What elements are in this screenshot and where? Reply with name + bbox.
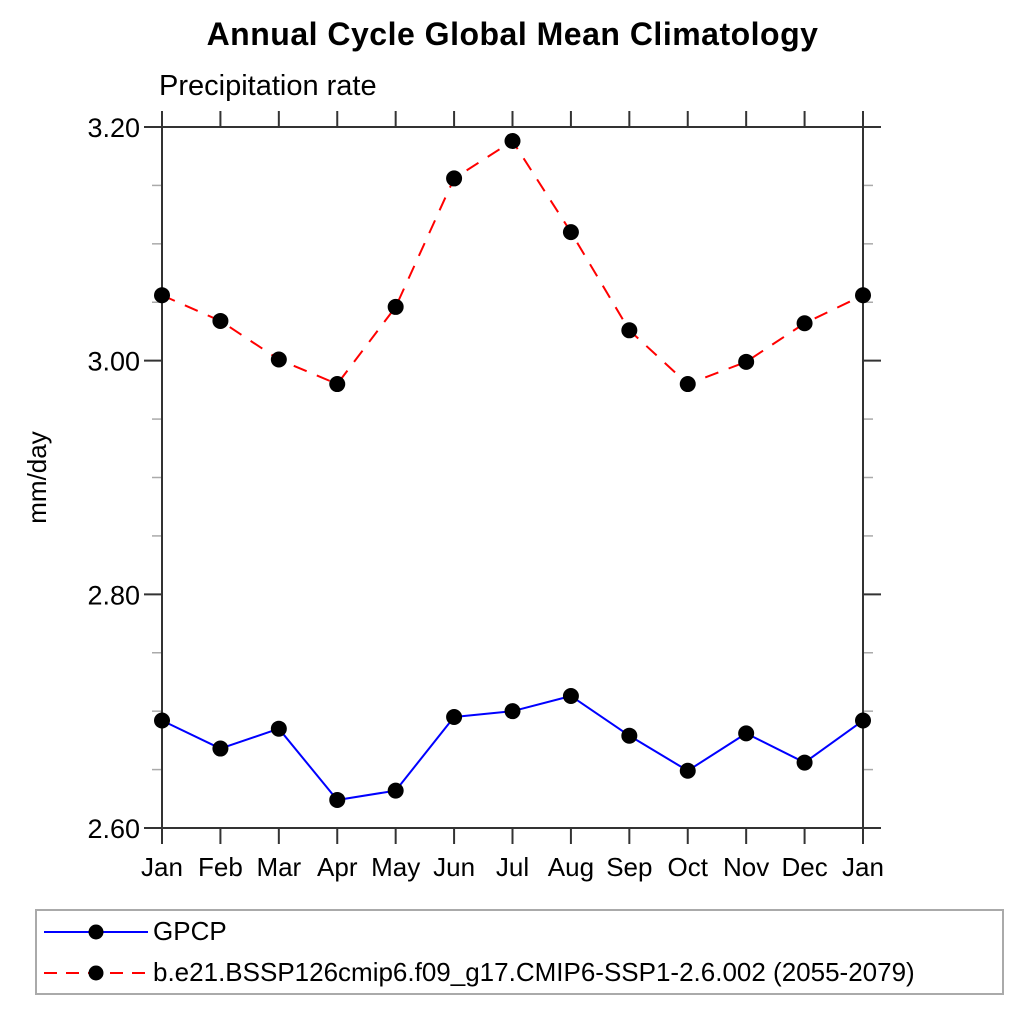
data-point — [270, 351, 287, 368]
data-point — [329, 791, 346, 808]
y-tick-label: 2.80 — [87, 580, 140, 610]
data-point — [621, 322, 638, 339]
chart-title: Annual Cycle Global Mean Climatology — [206, 16, 819, 52]
legend-label-model: b.e21.BSSP126cmip6.f09_g17.CMIP6-SSP1-2.… — [153, 957, 915, 987]
data-point — [446, 170, 463, 187]
legend-label-gpcp: GPCP — [153, 916, 227, 946]
x-tick-label: May — [371, 852, 420, 882]
x-tick-label: Jun — [433, 852, 475, 882]
data-point — [504, 703, 521, 720]
plot-frame — [161, 126, 864, 829]
data-point — [855, 287, 871, 304]
gpcp-line-sample-icon — [44, 924, 148, 939]
plot-area: 2.60 2.80 3.00 3.20 Jan Feb Mar Apr May Jun Jul Aug… — [22, 111, 884, 882]
x-tick-label: Jan — [842, 852, 884, 882]
data-point — [387, 298, 404, 315]
data-point — [796, 315, 813, 332]
data-point — [212, 312, 229, 329]
data-point — [621, 727, 638, 744]
data-point — [562, 687, 579, 704]
legend-item-gpcp: GPCP — [41, 911, 1002, 952]
x-tick-label: Sep — [606, 852, 652, 882]
x-tick-label: Aug — [548, 852, 594, 882]
data-point — [504, 133, 521, 150]
x-tick-label: Jul — [496, 852, 529, 882]
series-line-1 — [161, 140, 864, 386]
y-tick-label: 2.60 — [87, 814, 140, 844]
data-point — [212, 740, 229, 757]
data-point — [562, 224, 579, 241]
data-point — [679, 762, 696, 779]
data-point — [154, 712, 170, 729]
x-tick-label: Apr — [317, 852, 358, 882]
x-tick-label: Mar — [256, 852, 301, 882]
data-point — [446, 709, 463, 726]
data-point — [387, 782, 404, 799]
x-tick-label: Oct — [668, 852, 709, 882]
data-point — [329, 376, 346, 393]
y-tick-label: 3.20 — [87, 113, 140, 143]
x-tick-label: Nov — [723, 852, 769, 882]
data-point — [270, 720, 287, 737]
data-point — [679, 376, 696, 393]
y-tick-label: 3.00 — [87, 347, 140, 377]
data-point — [154, 287, 170, 304]
model-dashed-line-sample-icon — [44, 965, 148, 980]
data-point — [738, 725, 755, 742]
data-point — [796, 754, 813, 771]
x-tick-label: Feb — [198, 852, 243, 882]
chart-subtitle: Precipitation rate — [159, 70, 377, 102]
y-axis-label: mm/day — [22, 431, 52, 523]
x-tick-label: Dec — [781, 852, 827, 882]
data-point — [738, 353, 755, 370]
legend-box: GPCP b.e21.BSSP126cmip6.f09_g17.CMIP6-SS… — [35, 909, 1004, 995]
x-tick-label: Jan — [141, 852, 183, 882]
data-point — [855, 712, 871, 729]
legend-item-model: b.e21.BSSP126cmip6.f09_g17.CMIP6-SSP1-2.… — [41, 952, 1002, 993]
